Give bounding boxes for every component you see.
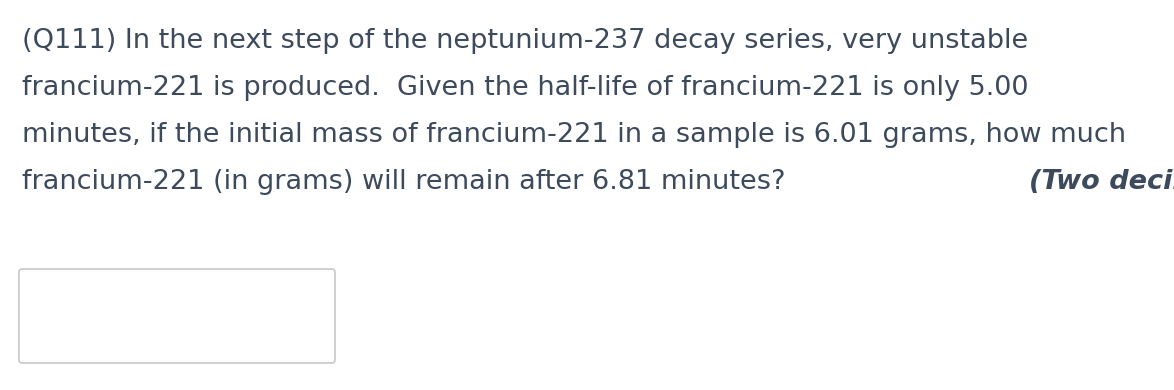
- Text: francium-221 (in grams) will remain after 6.81 minutes?: francium-221 (in grams) will remain afte…: [22, 169, 803, 195]
- Text: (Two decimal places): (Two decimal places): [1030, 169, 1174, 195]
- Text: (Q111) In the next step of the neptunium-237 decay series, very unstable: (Q111) In the next step of the neptunium…: [22, 28, 1028, 54]
- Text: minutes, if the initial mass of francium-221 in a sample is 6.01 grams, how much: minutes, if the initial mass of francium…: [22, 122, 1126, 148]
- FancyBboxPatch shape: [19, 269, 335, 363]
- Text: francium-221 is produced.  Given the half-life of francium-221 is only 5.00: francium-221 is produced. Given the half…: [22, 75, 1028, 101]
